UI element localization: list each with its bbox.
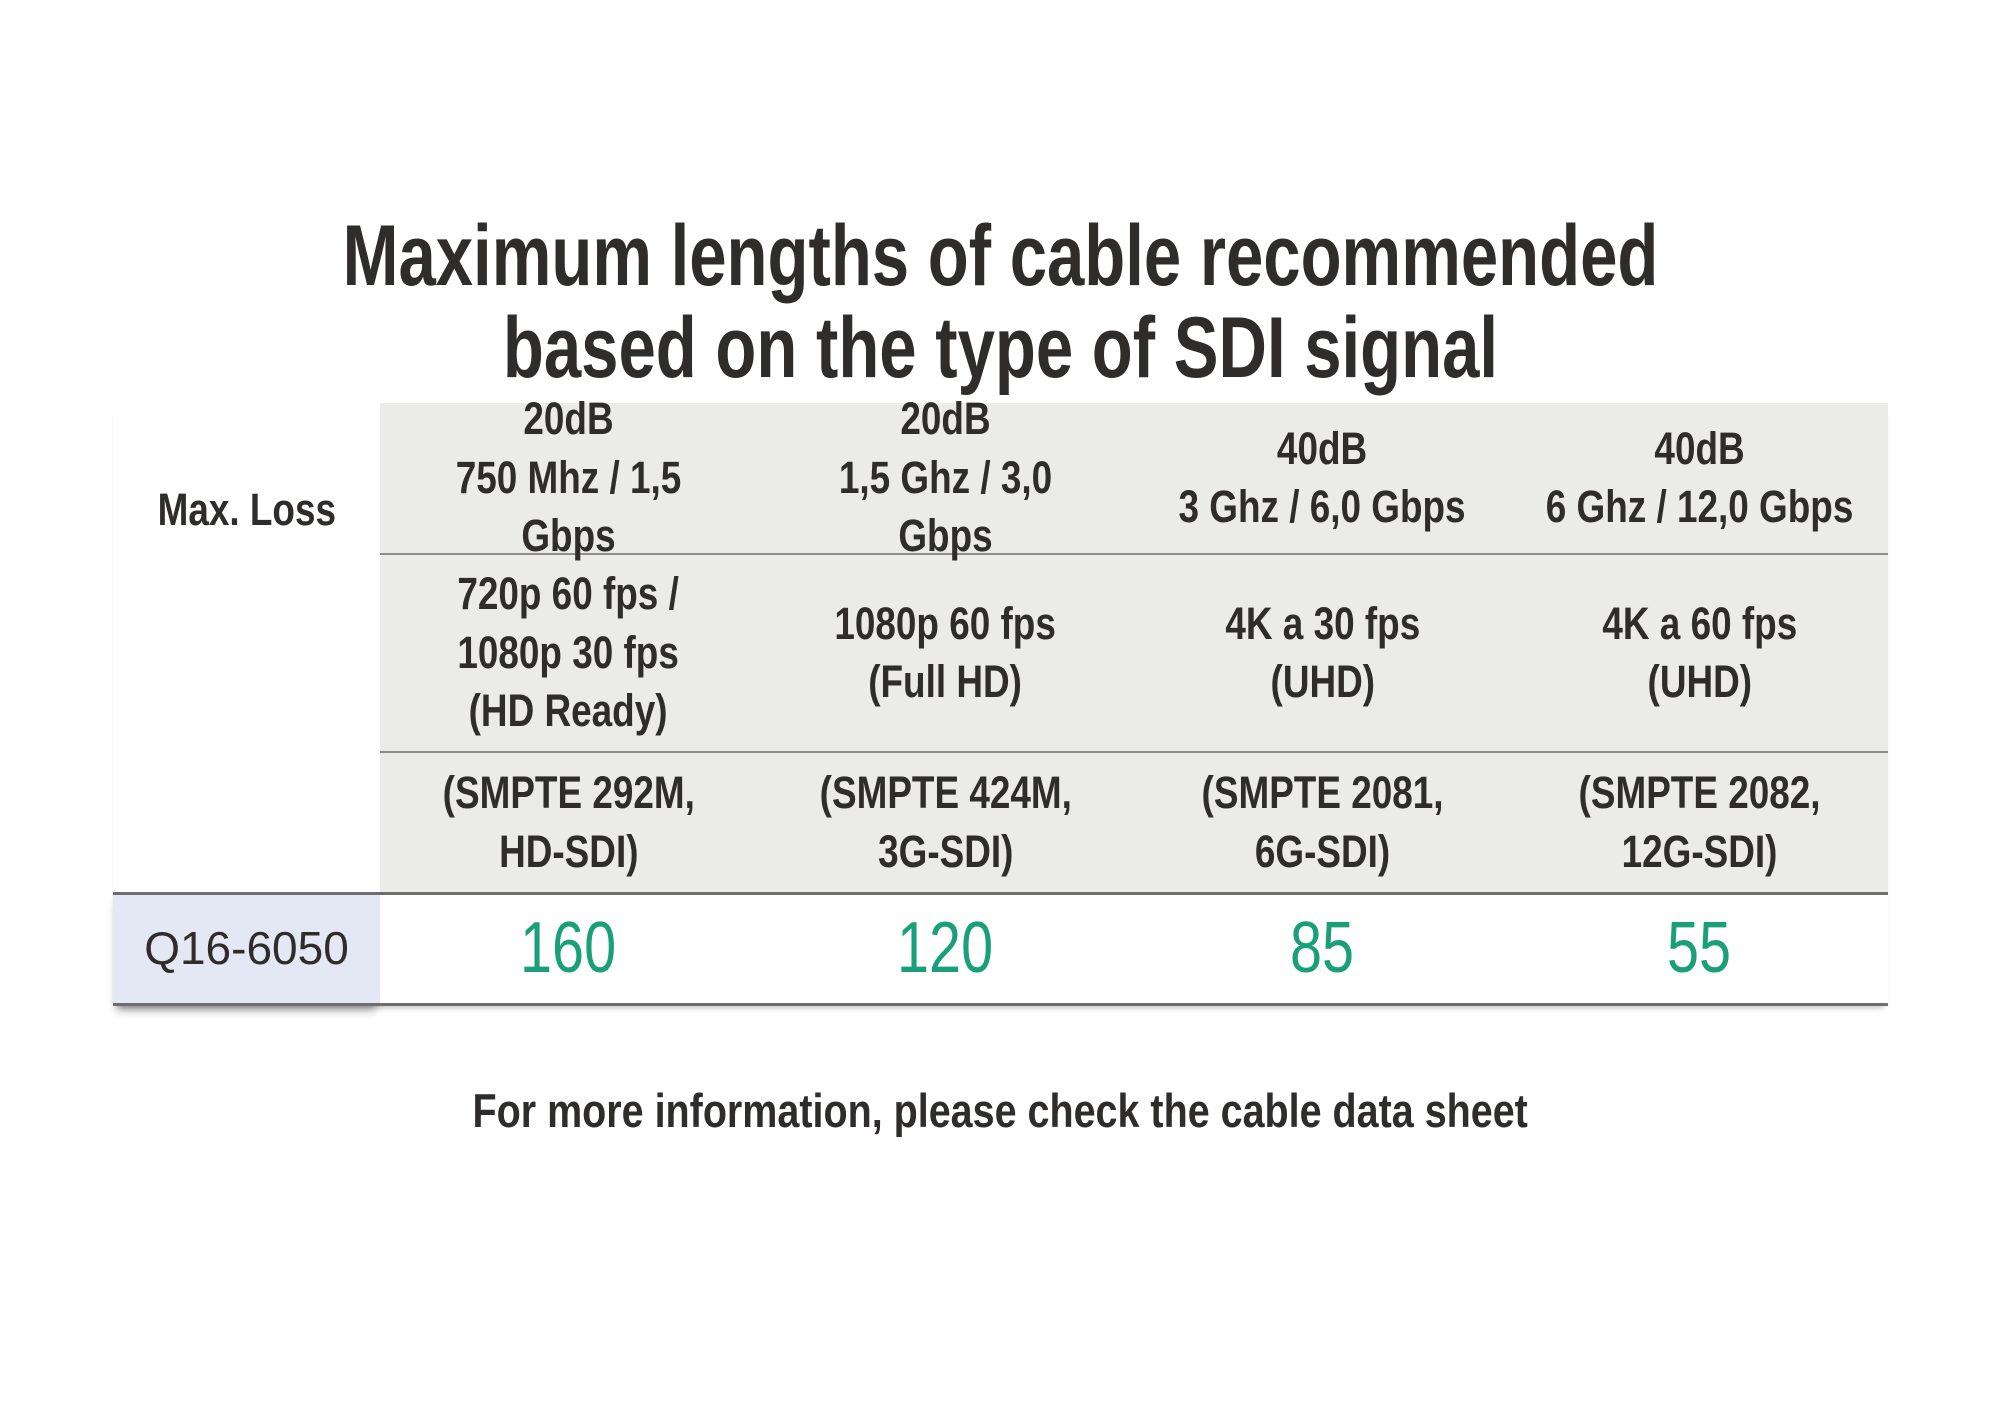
col4-standard-cell: (SMPTE 2082, 12G-SDI) [1511, 753, 1888, 892]
footer-note: For more information, please check the c… [472, 1084, 1528, 1137]
col2-attenuation: 20dB [900, 393, 991, 445]
max-length-value-col1: 160 [380, 892, 757, 1006]
product-code-cell: Q16-6050 [113, 892, 380, 1006]
row2-label-spacer [113, 555, 380, 753]
col2-attenuation-header: 20dB 1,5 Ghz / 3,0 Gbps [757, 393, 1134, 561]
col2-bandwidth: 1,5 Ghz / 3,0 Gbps [838, 451, 1053, 562]
col4-bandwidth: 6 Ghz / 12,0 Gbps [1545, 481, 1854, 532]
col4-attenuation: 40dB [1654, 422, 1745, 474]
col1-attenuation-header: 20dB 750 Mhz / 1,5 Gbps [380, 393, 757, 561]
col4-formats-cell: 4K a 60 fps (UHD) [1511, 555, 1888, 753]
col1-bandwidth: 750 Mhz / 1,5 Gbps [455, 451, 682, 562]
title-line-2: based on the type of SDI signal [502, 299, 1498, 396]
page-title: Maximum lengths of cable recommended base… [0, 210, 2000, 394]
max-length-value-col3: 85 [1134, 892, 1511, 1006]
max-length-value-col4: 55 [1511, 892, 1888, 1006]
col1-formats-cell: 720p 60 fps / 1080p 30 fps (HD Ready) [380, 555, 757, 753]
title-line-1: Maximum lengths of cable recommended [342, 207, 1658, 304]
col1-attenuation: 20dB [523, 393, 614, 445]
cable-length-table: Max. Loss 20dB 750 Mhz / 1,5 Gbps 20dB 1,5… [113, 393, 1888, 1006]
col1-standard-cell: (SMPTE 292M, HD-SDI) [380, 753, 757, 892]
col3-formats-cell: 4K a 30 fps (UHD) [1134, 555, 1511, 753]
col3-standard-cell: (SMPTE 2081, 6G-SDI) [1134, 753, 1511, 892]
max-length-value-col2: 120 [757, 892, 1134, 1006]
col3-attenuation-header: 40dB 3 Ghz / 6,0 Gbps [1134, 403, 1511, 555]
col2-formats-cell: 1080p 60 fps (Full HD) [757, 555, 1134, 753]
corner-label-max-loss: Max. Loss [113, 403, 380, 555]
col4-attenuation-header: 40dB 6 Ghz / 12,0 Gbps [1511, 403, 1888, 555]
row3-label-spacer [113, 753, 380, 892]
col3-attenuation: 40dB [1277, 422, 1368, 474]
col3-bandwidth: 3 Ghz / 6,0 Gbps [1178, 481, 1467, 532]
col2-standard-cell: (SMPTE 424M, 3G-SDI) [757, 753, 1134, 892]
